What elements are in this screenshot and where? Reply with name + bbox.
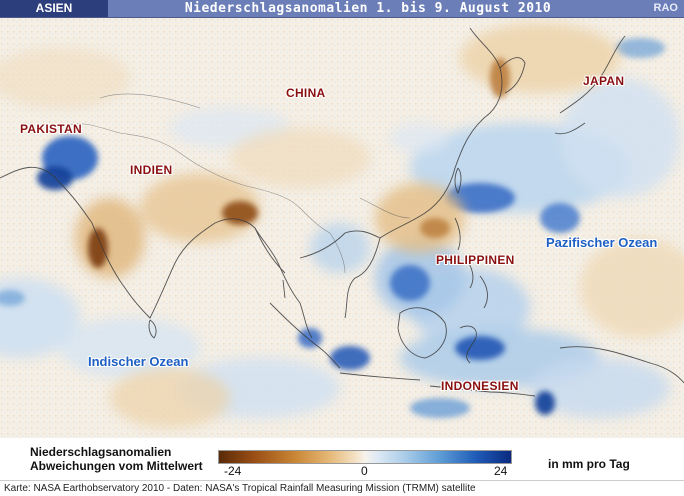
- label-indischer-ozean: Indischer Ozean: [88, 354, 189, 369]
- strong-dry-anomaly-areas: [88, 58, 510, 268]
- coastlines: [0, 27, 684, 397]
- legend-max-label: 24: [494, 464, 508, 478]
- legend-color-scale: [218, 450, 512, 464]
- legend: Niederschlagsanomalien Abweichungen vom …: [0, 438, 684, 480]
- credits-text: Karte: NASA Earthobservatory 2010 - Date…: [4, 483, 476, 494]
- strong-wet-anomaly-areas: [0, 38, 665, 418]
- legend-title-line-1: Niederschlagsanomalien: [30, 445, 172, 459]
- label-pazifischer-ozean: Pazifischer Ozean: [546, 235, 658, 250]
- anomaly-map: PAKISTAN INDIEN CHINA JAPAN PHILIPPINEN …: [0, 18, 684, 438]
- map-title: Niederschlagsanomalien 1. bis 9. August …: [184, 1, 552, 16]
- label-pakistan: PAKISTAN: [20, 122, 82, 136]
- source-code: RAO: [653, 2, 678, 14]
- label-indien: INDIEN: [130, 163, 173, 177]
- region-label: ASIEN: [0, 0, 108, 17]
- legend-title-line-2: Abweichungen vom Mittelwert: [30, 459, 203, 473]
- wet-anomaly-areas: [0, 78, 680, 418]
- label-japan: JAPAN: [583, 74, 625, 88]
- legend-min-label: -24: [224, 464, 242, 478]
- legend-mid-label: 0: [361, 464, 368, 478]
- label-indonesien: INDONESIEN: [441, 379, 519, 393]
- map-graphic: [0, 18, 684, 438]
- legend-unit: in mm pro Tag: [548, 457, 630, 471]
- borders: [59, 93, 411, 274]
- footer: Karte: NASA Earthobservatory 2010 - Date…: [0, 480, 684, 496]
- legend-title: Niederschlagsanomalien Abweichungen vom …: [30, 445, 203, 473]
- label-china: CHINA: [286, 86, 326, 100]
- title-bar: ASIEN Niederschlagsanomalien 1. bis 9. A…: [0, 0, 684, 18]
- label-philippinen: PHILIPPINEN: [436, 253, 515, 267]
